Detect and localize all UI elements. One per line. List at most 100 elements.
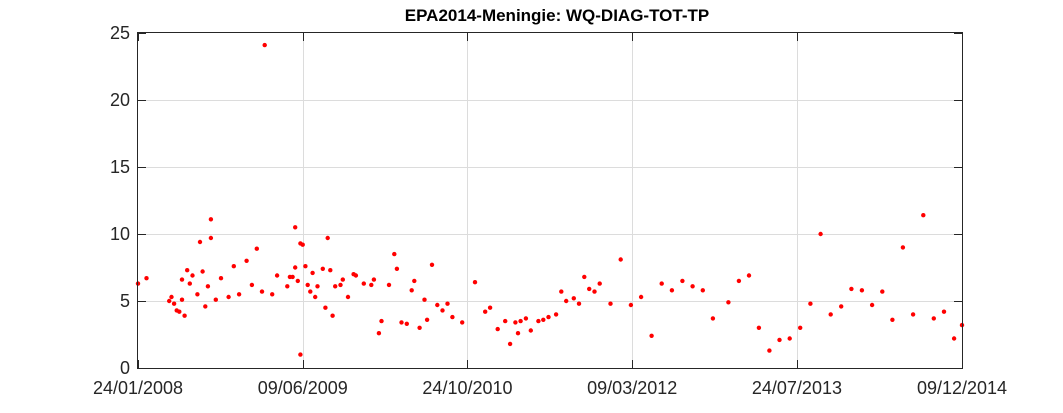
data-point [818, 231, 823, 237]
data-point [910, 312, 916, 317]
data-point [890, 317, 895, 322]
data-point [187, 281, 192, 286]
data-point [333, 284, 338, 289]
data-point [394, 266, 400, 271]
data-point [179, 277, 185, 282]
data-point [376, 331, 382, 336]
data-point [379, 318, 384, 324]
data-point [828, 312, 833, 317]
data-point [710, 316, 716, 321]
data-point [808, 301, 813, 306]
data-point [559, 289, 564, 294]
data-point [587, 286, 592, 292]
data-point [839, 304, 844, 309]
data-point [931, 316, 936, 321]
x-axis-tick-labels: 24/01/2008 09/06/2009 24/10/2010 09/03/2012… [93, 378, 1007, 398]
data-point [179, 297, 185, 302]
data-point [424, 317, 430, 322]
data-point [323, 305, 328, 310]
data-point [208, 235, 214, 241]
y-tick-label: 0 [120, 358, 130, 378]
x-tick-label: 09/06/2009 [258, 378, 348, 398]
data-point [208, 217, 214, 222]
data-point [205, 284, 211, 289]
data-point [746, 273, 752, 278]
data-point [167, 298, 172, 304]
data-point [507, 341, 513, 347]
data-point [450, 314, 455, 320]
data-point [608, 301, 613, 306]
data-point [236, 292, 242, 297]
data-point [218, 276, 224, 281]
y-tick-label: 15 [110, 157, 130, 177]
data-point [941, 309, 947, 314]
data-point [767, 348, 772, 353]
data-point [404, 321, 409, 326]
data-point [576, 301, 582, 306]
data-point [541, 317, 546, 322]
data-point [435, 302, 440, 308]
data-point [310, 270, 315, 276]
data-point [345, 294, 351, 300]
grid-lines [138, 33, 962, 368]
data-point [787, 336, 792, 341]
data-point [290, 274, 295, 280]
data-point [951, 336, 957, 341]
data-point [203, 304, 208, 309]
data-point [680, 278, 685, 284]
data-point [169, 294, 174, 300]
data-point [777, 337, 782, 343]
data-point [553, 312, 559, 317]
data-point [303, 264, 308, 269]
data-point [361, 281, 366, 286]
data-point [313, 294, 318, 300]
data-point [315, 284, 320, 289]
data-point [515, 331, 521, 336]
data-point [409, 288, 414, 293]
data-point [726, 300, 731, 305]
data-point [144, 276, 149, 281]
axis-ticks [138, 33, 963, 369]
data-point [213, 297, 218, 302]
data-point [921, 213, 926, 218]
data-point [571, 296, 576, 301]
data-point [338, 282, 343, 288]
y-tick-label: 20 [110, 90, 130, 110]
data-point [440, 308, 445, 313]
data-point [618, 257, 623, 262]
data-point [523, 316, 529, 321]
x-tick-label: 09/03/2012 [587, 378, 677, 398]
data-point [528, 328, 533, 333]
data-point [487, 305, 493, 310]
data-point [669, 288, 675, 293]
data-point [274, 273, 280, 278]
data-point [231, 264, 236, 269]
data-point [536, 318, 541, 324]
x-tick-label: 24/10/2010 [422, 378, 512, 398]
data-point [422, 297, 427, 302]
x-tick-label: 24/01/2008 [93, 378, 183, 398]
data-point [262, 42, 267, 48]
data-point [628, 302, 634, 308]
data-point [293, 265, 298, 270]
data-point [200, 269, 205, 274]
data-point [736, 278, 742, 284]
data-point [849, 286, 854, 292]
data-point [392, 251, 397, 257]
data-point [513, 320, 518, 325]
x-tick-label: 09/12/2014 [917, 378, 1007, 398]
data-point [518, 318, 523, 324]
y-tick-label: 5 [120, 291, 130, 311]
data-point [371, 277, 377, 282]
data-point [756, 325, 762, 330]
data-point [325, 235, 330, 241]
data-point [177, 309, 182, 314]
data-point [226, 294, 231, 300]
data-point [412, 278, 417, 284]
data-point [270, 292, 275, 297]
data-point [582, 274, 587, 280]
data-point [340, 277, 345, 282]
y-tick-label: 10 [110, 224, 130, 244]
data-point [798, 325, 803, 330]
data-point [483, 309, 488, 314]
